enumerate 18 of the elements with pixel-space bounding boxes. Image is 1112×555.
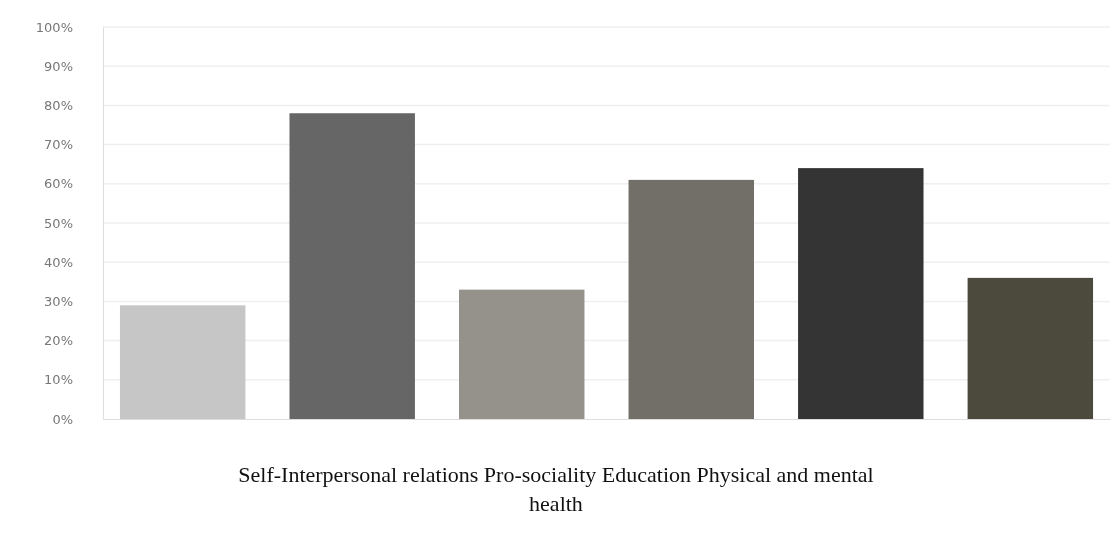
y-tick-label: 20% (44, 333, 73, 349)
y-tick-label: 10% (44, 372, 73, 388)
bar (119, 305, 246, 419)
bar (459, 289, 585, 419)
y-tick-label: 50% (44, 215, 73, 231)
y-tick-label: 30% (44, 294, 73, 310)
y-tick-label: 60% (44, 176, 73, 192)
bar (798, 168, 924, 419)
text: Self-Interpersonal relations Pro-sociality Education Physical and mental health (238, 462, 874, 516)
y-tick-label: 100% (35, 19, 73, 35)
y-tick-label: 0% (52, 411, 73, 427)
bar (628, 179, 754, 419)
y-tick-label: 90% (44, 58, 73, 74)
y-tick-label: 80% (44, 98, 73, 114)
y-tick-label: 40% (44, 254, 73, 270)
bar (289, 113, 415, 419)
y-tick-label: 70% (44, 137, 73, 153)
bar (967, 277, 1094, 419)
